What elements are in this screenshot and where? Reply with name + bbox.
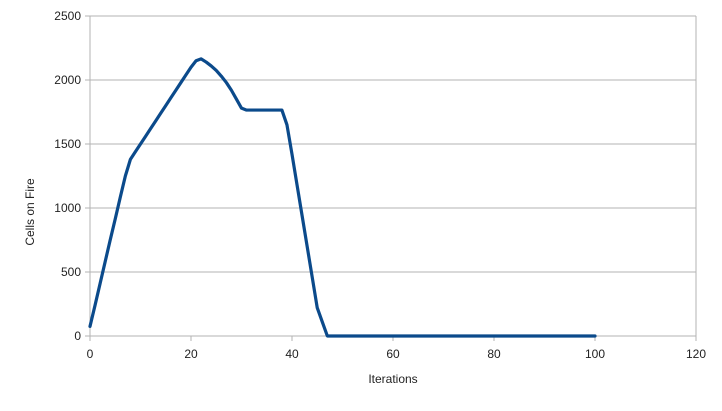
- gridlines: [90, 15, 696, 273]
- x-tick-label: 40: [285, 347, 299, 361]
- series: [88, 57, 597, 338]
- y-tick-label: 2000: [54, 73, 81, 87]
- axes: [85, 15, 697, 341]
- y-tick-label: 0: [74, 329, 81, 343]
- x-tick-label: 100: [585, 347, 605, 361]
- x-tick-label: 60: [386, 347, 400, 361]
- x-tick-label: 80: [487, 347, 501, 361]
- y-tick-label: 2500: [54, 9, 81, 23]
- y-tick-label: 1500: [54, 137, 81, 151]
- tick-labels: 0 500 1000 1500 2000 2500 0 20 40 60 80 100 120: [54, 9, 706, 361]
- x-axis-title: Iterations: [368, 372, 417, 386]
- x-tick-label: 0: [87, 347, 94, 361]
- y-axis-title: Cells on Fire: [23, 178, 37, 246]
- y-tick-label: 1000: [54, 201, 81, 215]
- x-tick-label: 20: [184, 347, 198, 361]
- series-line: [88, 57, 597, 338]
- x-tick-label: 120: [686, 347, 706, 361]
- y-tick-label: 500: [61, 265, 81, 279]
